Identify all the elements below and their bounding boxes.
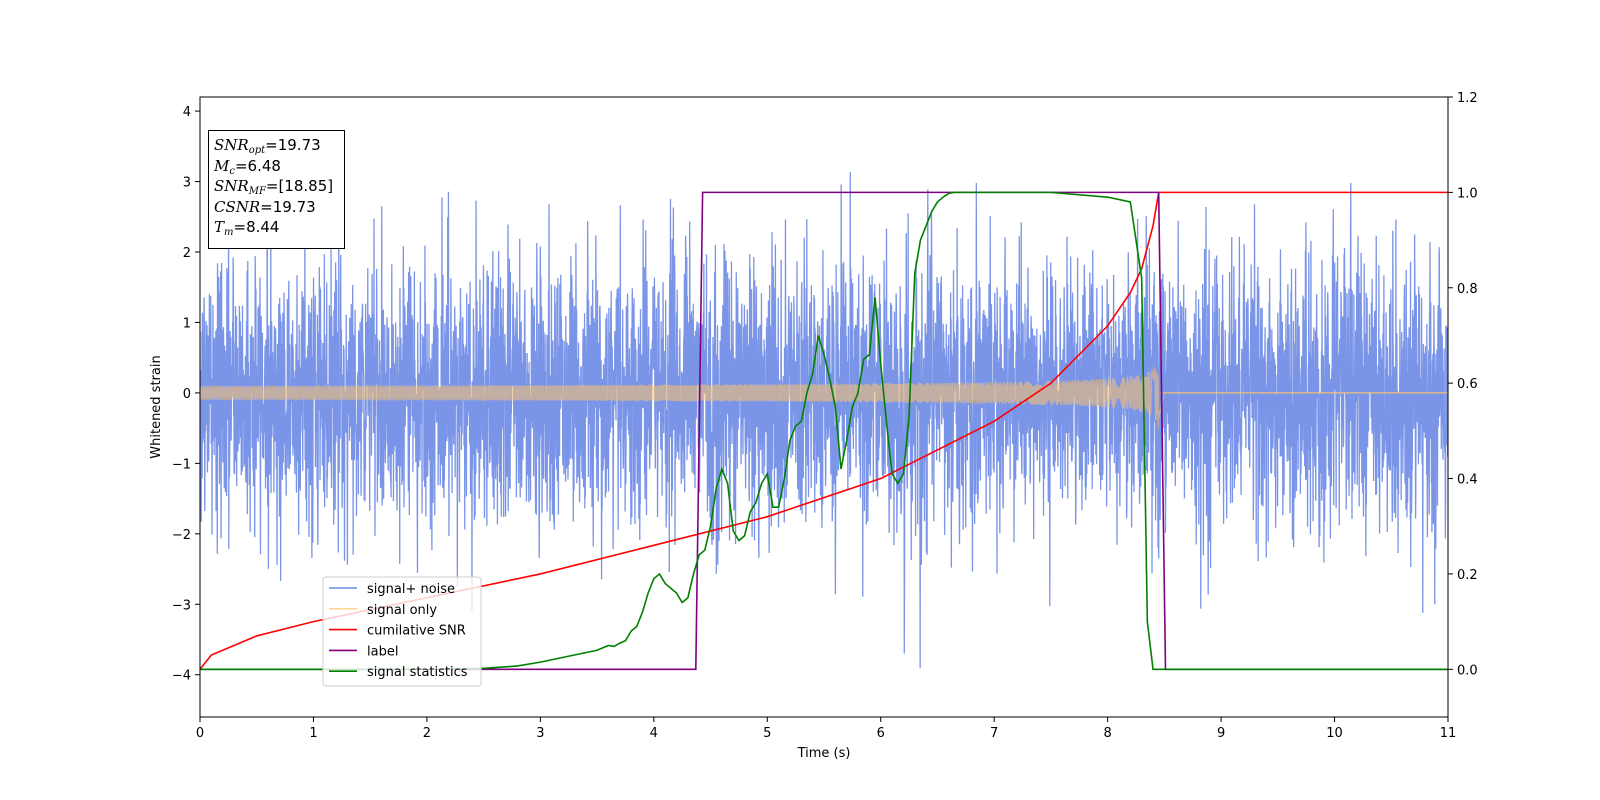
axis-layer: 0 1 2 3 4 5 6 7 8 9 10 11 −4 −3 −2 −1 0 1 2 3 4 0.0 0.2 0.4 0.6 0… — [172, 91, 1478, 741]
stats-symbol: SNR — [214, 177, 249, 195]
y-tick-label: −3 — [172, 598, 191, 613]
stats-subscript: c — [229, 165, 235, 177]
series-signal-statistics — [200, 191, 1448, 671]
x-tick-label: 8 — [1103, 726, 1111, 741]
x-tick-label: 1 — [309, 726, 317, 741]
x-tick-label: 10 — [1326, 726, 1343, 741]
y-tick-label: −2 — [172, 528, 191, 543]
stats-line: Tm=8.44 — [214, 217, 344, 238]
stats-symbol: M — [214, 156, 230, 175]
y2-tick-label: 0.0 — [1457, 663, 1478, 678]
y-tick-label: 4 — [183, 105, 191, 120]
legend-label: signal only — [367, 603, 437, 618]
y2-tick-label: 0.6 — [1457, 377, 1478, 392]
stats-symbol: T — [214, 218, 225, 236]
y2-tick-label: 1.2 — [1457, 91, 1478, 106]
stats-value: =[18.85] — [265, 177, 334, 195]
stats-symbol: CSNR — [214, 197, 261, 216]
y-tick-label: −4 — [172, 669, 191, 684]
x-tick-label: 5 — [763, 726, 771, 741]
y2-tick-label: 0.8 — [1457, 282, 1478, 297]
plot-frame — [199, 96, 1449, 718]
x-axis-title: Time (s) — [797, 746, 851, 761]
series-cumilative-snr — [200, 191, 1448, 670]
x-tick-label: 3 — [536, 726, 544, 741]
y-tick-label: 0 — [183, 387, 191, 402]
y-axis-title: Whitened strain — [149, 355, 164, 458]
stats-line: SNRMF=[18.85] — [214, 176, 344, 197]
y2-tick-label: 1.0 — [1457, 186, 1478, 201]
stats-annotation-box: SNRopt=19.73 Mc=6.48 SNRMF=[18.85] CSNR=19.… — [208, 130, 345, 249]
legend-label: signal statistics — [367, 665, 468, 680]
stats-value: =8.44 — [233, 218, 280, 236]
stats-line: Mc=6.48 — [214, 156, 344, 177]
x-tick-label: 0 — [196, 726, 204, 741]
legend-box — [322, 576, 482, 687]
y-tick-label: −1 — [172, 457, 191, 472]
legend-label: label — [367, 644, 398, 659]
stats-line: SNRopt=19.73 — [214, 135, 344, 156]
series-layer — [200, 172, 1448, 671]
x-tick-label: 7 — [990, 726, 998, 741]
stats-value: =6.48 — [234, 156, 281, 175]
x-tick-label: 11 — [1440, 726, 1457, 741]
x-tick-label: 6 — [877, 726, 885, 741]
stats-subscript: MF — [248, 186, 266, 197]
y-tick-label: 2 — [183, 246, 191, 261]
y2-tick-label: 0.4 — [1457, 473, 1478, 488]
legend-label: signal+ noise — [367, 582, 455, 597]
stats-symbol: SNR — [214, 136, 249, 154]
y-tick-label: 1 — [183, 316, 191, 331]
stats-line: CSNR=19.73 — [214, 197, 344, 218]
stats-value: =19.73 — [265, 136, 321, 154]
x-tick-label: 2 — [423, 726, 431, 741]
y-tick-label: 3 — [183, 176, 191, 191]
legend: signal+ noise signal only cumilative SNR la… — [322, 576, 482, 687]
stats-subscript: m — [224, 227, 234, 238]
x-tick-label: 9 — [1217, 726, 1225, 741]
series-signal-only — [200, 367, 1448, 429]
stats-value: =19.73 — [260, 197, 316, 216]
y2-tick-label: 0.2 — [1457, 568, 1478, 583]
stats-subscript: opt — [248, 145, 266, 156]
legend-label: cumilative SNR — [367, 624, 466, 639]
x-tick-label: 4 — [650, 726, 658, 741]
